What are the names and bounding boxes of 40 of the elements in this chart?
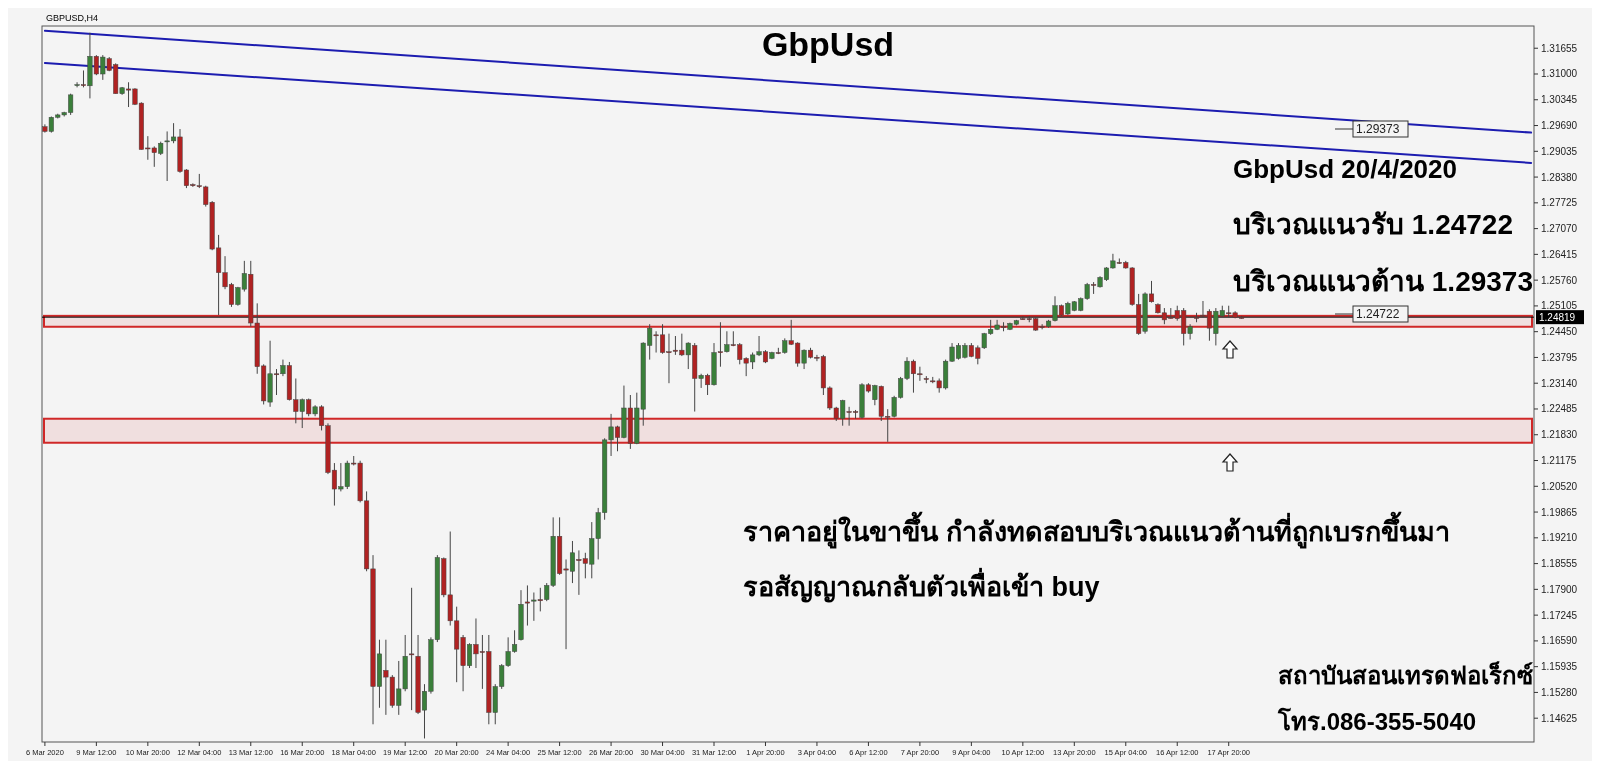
y-tick-label: 1.21830	[1541, 429, 1578, 441]
y-tick-label: 1.15280	[1541, 686, 1578, 698]
ref-line-label: 1.24819	[1539, 311, 1576, 323]
chart-title: GbpUsd	[761, 25, 895, 63]
y-tick-label: 1.28380	[1541, 171, 1578, 183]
annotation: GbpUsd 20/4/2020	[1233, 154, 1457, 184]
annotation: รอสัญญาณกลับตัวเพื่อเข้า buy	[743, 567, 1100, 603]
y-tick-label: 1.23140	[1541, 377, 1578, 389]
y-tick-label: 1.19210	[1541, 532, 1578, 544]
y-tick-label: 1.17900	[1541, 583, 1578, 595]
y-tick-label: 1.25760	[1541, 274, 1578, 286]
y-tick-label: 1.31655	[1541, 42, 1578, 54]
y-tick-label: 1.31000	[1541, 68, 1578, 80]
annotation: บริเวณแนวต้าน 1.29373	[1233, 266, 1533, 297]
y-tick-label: 1.18555	[1541, 558, 1578, 570]
y-tick-label: 1.29690	[1541, 120, 1578, 132]
y-tick-label: 1.21175	[1541, 455, 1577, 467]
y-tick-label: 1.17245	[1541, 609, 1578, 621]
annotation: ราคาอยู่ในขาขึ้น กำลังทดสอบบริเวณแนวต้านที่ถูกเบรกขึ้นมา	[743, 511, 1450, 549]
text: GBPUSD,H4	[46, 13, 99, 23]
y-tick-label: 1.29035	[1541, 145, 1578, 157]
annotation: บริเวณแนวรับ 1.24722	[1233, 209, 1513, 240]
y-tick-label: 1.16590	[1541, 635, 1578, 647]
y-tick-label: 1.15935	[1541, 661, 1578, 673]
annotation: 1.29373	[1356, 122, 1400, 137]
y-tick-label: 1.27070	[1541, 223, 1578, 235]
y-tick-label: 1.27725	[1541, 197, 1578, 209]
y-tick-label: 1.23795	[1541, 351, 1578, 363]
y-tick-label: 1.22485	[1541, 403, 1578, 415]
annotation: สถาบันสอนเทรดฟอเร็กซ์	[1278, 661, 1533, 689]
y-tick-label: 1.26415	[1541, 248, 1578, 260]
y-tick-label: 1.20520	[1541, 480, 1578, 492]
y-tick-label: 1.14625	[1541, 712, 1578, 724]
y-tick-label: 1.30345	[1541, 94, 1578, 106]
annotation: 1.24722	[1356, 307, 1400, 322]
y-tick-label: 1.24450	[1541, 326, 1578, 338]
y-tick-label: 1.25105	[1541, 300, 1578, 312]
y-tick-label: 1.19865	[1541, 506, 1578, 518]
candlestick	[409, 587, 415, 711]
annotation: โทร.086-355-5040	[1277, 707, 1477, 735]
